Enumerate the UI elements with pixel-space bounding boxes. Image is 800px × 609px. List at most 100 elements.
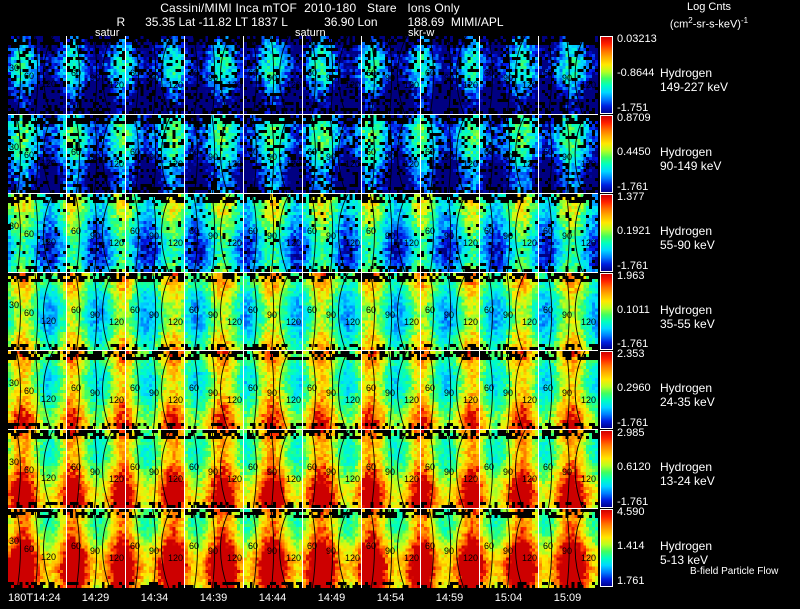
spectrogram-cell[interactable]: 30 60 120 <box>8 509 67 588</box>
spectrogram-cell[interactable]: 60 90 120 <box>539 351 598 430</box>
pitch-angle-contours <box>421 430 479 509</box>
spectrogram-cell[interactable]: 60 90 120 <box>126 36 185 114</box>
spectrogram-cell[interactable]: 60 90 120 <box>539 272 598 351</box>
spectrogram-cell[interactable]: 60 90 120 <box>185 272 244 351</box>
spectrogram-cell[interactable]: 60 90 120 <box>67 193 126 272</box>
spectrogram-cell[interactable]: 60 90 120 <box>244 36 303 114</box>
pitch-angle-contours <box>185 36 243 114</box>
spectrogram-cell[interactable]: 30 60 120 <box>8 430 67 509</box>
spectrogram-cell[interactable]: 60 90 120 <box>126 430 185 509</box>
spectrogram-cell[interactable]: 60 90 120 <box>244 430 303 509</box>
colorbar-min-tick: -1.761 <box>617 259 649 272</box>
spectrogram-cell[interactable]: 60 90 120 <box>362 272 421 351</box>
colorbar <box>600 114 613 193</box>
spectrogram-cell[interactable]: 60 90 120 <box>362 430 421 509</box>
spectrogram-cell[interactable]: 60 90 120 <box>67 351 126 430</box>
pitch-angle-contours <box>303 36 361 114</box>
spectrogram-cell[interactable]: 60 90 120 <box>421 351 480 430</box>
spectrogram-cell[interactable]: 60 90 120 <box>67 430 126 509</box>
spectrogram-cell[interactable]: 30 60 120 <box>8 114 67 193</box>
spectrogram-cell[interactable]: 60 90 120 <box>303 193 362 272</box>
colorbar-min-tick: 1.761 <box>617 575 645 587</box>
spectrogram-cell[interactable]: 60 90 120 <box>421 509 480 588</box>
spectrogram-cell[interactable]: 60 90 120 <box>480 430 539 509</box>
spectrogram-cell[interactable]: 60 90 120 <box>185 509 244 588</box>
spectrogram-cell[interactable]: 60 90 120 <box>126 193 185 272</box>
spectrogram-cell[interactable]: 60 90 120 <box>185 430 244 509</box>
x-axis-tick-label: 14:49 <box>317 592 346 604</box>
spectrogram-cell[interactable]: 60 90 120 <box>244 193 303 272</box>
spectrogram-cell[interactable]: 60 90 120 <box>67 509 126 588</box>
spectrogram-cell[interactable]: 60 90 120 <box>303 114 362 193</box>
spectrogram-row[interactable]: 30 60 120 60 90 120 60 90 120 60 90 120 60 90 120 60 90 1… <box>8 509 598 588</box>
colorbar-max-tick: 0.03213 <box>617 33 657 45</box>
spectrogram-cell[interactable]: 60 90 120 <box>362 114 421 193</box>
spectrogram-cell[interactable]: 60 90 120 <box>362 36 421 114</box>
spectrogram-cell[interactable]: 60 90 120 <box>421 430 480 509</box>
spectrogram-cell[interactable]: 60 90 120 <box>421 36 480 114</box>
spectrogram-cell[interactable]: 60 90 120 <box>362 193 421 272</box>
pitch-angle-contours <box>539 193 598 272</box>
spectrogram-cell[interactable]: 30 60 120 <box>8 193 67 272</box>
spectrogram-cell[interactable]: 60 90 120 <box>244 114 303 193</box>
panel-energy-range: 35-55 keV <box>660 316 715 331</box>
spectrogram-cell[interactable]: 60 90 120 <box>303 36 362 114</box>
spectrogram-cell[interactable]: 60 90 120 <box>244 509 303 588</box>
pitch-angle-contours <box>67 272 125 351</box>
spectrogram-cell[interactable]: 60 90 120 <box>539 193 598 272</box>
spectrogram-cell[interactable]: 60 90 120 <box>67 36 126 114</box>
colorbar-gradient <box>601 431 612 508</box>
spectrogram-cell[interactable]: 60 90 120 <box>126 114 185 193</box>
spectrogram-cell[interactable]: 60 90 120 <box>126 509 185 588</box>
spectrogram-cell[interactable]: 60 90 120 <box>303 430 362 509</box>
spectrogram-cell[interactable]: 60 90 120 <box>67 272 126 351</box>
spectrogram-cell[interactable]: 60 90 120 <box>539 114 598 193</box>
pitch-angle-contours <box>244 430 302 509</box>
spectrogram-row[interactable]: 30 60 120 60 90 120 60 90 120 60 90 120 60 90 120 60 90 1… <box>8 272 598 352</box>
spectrogram-cell[interactable]: 60 90 120 <box>185 351 244 430</box>
spectrogram-cell[interactable]: 60 90 120 <box>480 351 539 430</box>
pitch-angle-contours <box>8 272 66 351</box>
spectrogram-cell[interactable]: 60 90 120 <box>362 351 421 430</box>
spectrogram-row[interactable]: 30 60 120 60 90 120 60 90 120 60 90 120 60 90 120 60 90 1… <box>8 36 598 115</box>
spectrogram-cell[interactable]: 60 90 120 <box>539 36 598 114</box>
spectrogram-cell[interactable]: 60 90 120 <box>303 509 362 588</box>
spectrogram-cell[interactable]: 60 90 120 <box>244 272 303 351</box>
spectrogram-row[interactable]: 30 60 120 60 90 120 60 90 120 60 90 120 60 90 120 60 90 1… <box>8 193 598 273</box>
spectrogram-cell[interactable]: 60 90 120 <box>480 36 539 114</box>
spectrogram-cell[interactable]: 60 90 120 <box>480 114 539 193</box>
spectrogram-cell[interactable]: 60 90 120 <box>185 114 244 193</box>
pitch-angle-contours <box>480 430 538 509</box>
spectrogram-cell[interactable]: 60 90 120 <box>539 430 598 509</box>
spectrogram-cell[interactable]: 60 90 120 <box>126 272 185 351</box>
spectrogram-grid[interactable]: 30 60 120 60 90 120 60 90 120 60 90 120 60 90 120 60 90 1… <box>8 36 598 588</box>
spectrogram-cell[interactable]: 30 60 120 <box>8 351 67 430</box>
colorbar <box>600 430 613 509</box>
spectrogram-cell[interactable]: 60 90 120 <box>421 272 480 351</box>
spectrogram-cell[interactable]: 60 90 120 <box>303 351 362 430</box>
spectrogram-cell[interactable]: 60 90 120 <box>539 509 598 588</box>
colorbar-max-tick: 2.985 <box>617 427 645 440</box>
spectrogram-cell[interactable]: 60 90 120 <box>244 351 303 430</box>
pitch-angle-contours <box>126 114 184 193</box>
spectrogram-cell[interactable]: 60 90 120 <box>480 272 539 351</box>
spectrogram-row[interactable]: 30 60 120 60 90 120 60 90 120 60 90 120 60 90 120 60 90 1… <box>8 114 598 194</box>
spectrogram-cell[interactable]: 30 60 120 <box>8 272 67 351</box>
spectrogram-cell[interactable]: 60 90 120 <box>480 509 539 588</box>
spectrogram-cell[interactable]: 60 90 120 <box>421 114 480 193</box>
spectrogram-cell[interactable]: 60 90 120 <box>421 193 480 272</box>
spectrogram-cell[interactable]: 60 90 120 <box>303 272 362 351</box>
x-axis-tick-label: 15:04 <box>494 592 523 604</box>
spectrogram-cell[interactable]: 60 90 120 <box>126 351 185 430</box>
spectrogram-cell[interactable]: 30 60 120 <box>8 36 67 114</box>
spectrogram-cell[interactable]: 60 90 120 <box>67 114 126 193</box>
spectrogram-cell[interactable]: 60 90 120 <box>185 193 244 272</box>
spectrogram-cell[interactable]: 60 90 120 <box>185 36 244 114</box>
spectrogram-cell[interactable]: 60 90 120 <box>362 509 421 588</box>
pitch-angle-contours <box>126 509 184 588</box>
spectrogram-row[interactable]: 30 60 120 60 90 120 60 90 120 60 90 120 60 90 120 60 90 1… <box>8 351 598 431</box>
spectrogram-row[interactable]: 30 60 120 60 90 120 60 90 120 60 90 120 60 90 120 60 90 1… <box>8 430 598 510</box>
pitch-angle-contours <box>480 509 538 588</box>
colorbar <box>600 351 613 430</box>
spectrogram-cell[interactable]: 60 90 120 <box>480 193 539 272</box>
